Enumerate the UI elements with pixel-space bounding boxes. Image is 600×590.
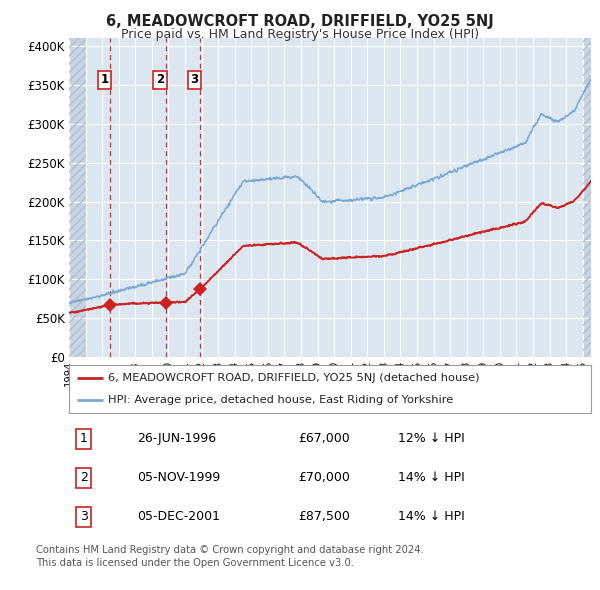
- Text: 26-JUN-1996: 26-JUN-1996: [137, 432, 216, 445]
- Text: £67,000: £67,000: [299, 432, 350, 445]
- Bar: [69, 38, 86, 357]
- Text: 2: 2: [156, 73, 164, 86]
- Text: 14% ↓ HPI: 14% ↓ HPI: [398, 510, 464, 523]
- Text: 3: 3: [190, 73, 199, 86]
- Bar: [583, 38, 591, 357]
- Text: 6, MEADOWCROFT ROAD, DRIFFIELD, YO25 5NJ: 6, MEADOWCROFT ROAD, DRIFFIELD, YO25 5NJ: [106, 14, 494, 29]
- Text: £87,500: £87,500: [299, 510, 350, 523]
- Text: This data is licensed under the Open Government Licence v3.0.: This data is licensed under the Open Gov…: [36, 558, 354, 568]
- Bar: [583, 38, 591, 357]
- Text: 3: 3: [80, 510, 88, 523]
- Text: HPI: Average price, detached house, East Riding of Yorkshire: HPI: Average price, detached house, East…: [108, 395, 454, 405]
- Text: £70,000: £70,000: [299, 471, 350, 484]
- Text: 1: 1: [100, 73, 109, 86]
- Text: 14% ↓ HPI: 14% ↓ HPI: [398, 471, 464, 484]
- Text: Price paid vs. HM Land Registry's House Price Index (HPI): Price paid vs. HM Land Registry's House …: [121, 28, 479, 41]
- Text: 05-DEC-2001: 05-DEC-2001: [137, 510, 220, 523]
- Text: Contains HM Land Registry data © Crown copyright and database right 2024.: Contains HM Land Registry data © Crown c…: [36, 545, 424, 555]
- Text: 2: 2: [80, 471, 88, 484]
- Text: 05-NOV-1999: 05-NOV-1999: [137, 471, 220, 484]
- Text: 1: 1: [80, 432, 88, 445]
- Bar: [69, 38, 86, 357]
- Text: 12% ↓ HPI: 12% ↓ HPI: [398, 432, 464, 445]
- Text: 6, MEADOWCROFT ROAD, DRIFFIELD, YO25 5NJ (detached house): 6, MEADOWCROFT ROAD, DRIFFIELD, YO25 5NJ…: [108, 373, 479, 383]
